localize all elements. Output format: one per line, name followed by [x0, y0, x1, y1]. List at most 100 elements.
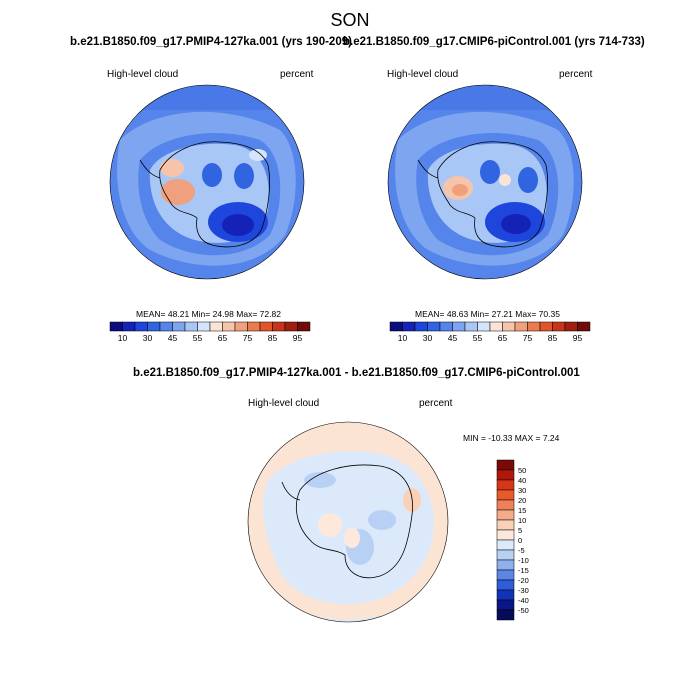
colorbar-tick-label: -5	[518, 546, 525, 555]
colorbar-swatch	[222, 321, 236, 332]
colorbar-swatch	[496, 519, 515, 531]
colorbar-tick-label: 40	[518, 476, 526, 485]
colorbar-swatch	[414, 321, 428, 332]
pale-spot	[249, 149, 267, 161]
mean-value: 48.21	[167, 309, 190, 319]
stats-picontrol: MEAN= 48.63 Min= 27.21 Max= 70.35	[415, 309, 560, 319]
colorbar-swatch	[496, 459, 515, 471]
colorbar-tick-label: 45	[168, 333, 178, 343]
colorbar-swatch	[496, 559, 515, 571]
mean-value: 48.63	[446, 309, 469, 319]
colorbar-tick-label: 30	[143, 333, 153, 343]
colorbar-tick-label: 20	[518, 496, 526, 505]
colorbar-tick-label: 10	[518, 516, 526, 525]
colorbar-tick-label: 45	[448, 333, 458, 343]
colorbar-tick-label: -15	[518, 566, 529, 575]
colorbar-tick-label: -40	[518, 596, 529, 605]
colorbar-swatch	[496, 539, 515, 551]
colorbar-tick-label: 75	[243, 333, 253, 343]
left-label-picontrol: High-level cloud	[387, 69, 459, 80]
min-value: 24.98	[212, 309, 234, 319]
units-label-difference: percent	[419, 398, 453, 409]
colorbar-tick-label: 55	[473, 333, 483, 343]
cold-core-2	[222, 214, 254, 236]
min-value: 27.21	[491, 309, 513, 319]
colorbar-swatch	[197, 321, 211, 332]
min-label: Min=	[191, 309, 211, 319]
polar-map-pmip4	[110, 85, 304, 279]
colorbar-swatch	[172, 321, 186, 332]
neg-patch-3	[304, 472, 336, 488]
colorbar-swatch	[147, 321, 161, 332]
warm-patch	[161, 179, 195, 205]
colorbar-swatch	[514, 321, 528, 332]
mean-label: MEAN=	[415, 309, 445, 319]
colorbar-swatch	[527, 321, 541, 332]
colorbar-swatch	[477, 321, 491, 332]
colorbar-tick-label: -20	[518, 576, 529, 585]
units-label-pmip4: percent	[280, 69, 314, 80]
negative-region	[263, 451, 434, 605]
cold-spot-1	[480, 160, 500, 184]
max-value: 70.35	[538, 309, 560, 319]
colorbar-swatch	[284, 321, 298, 332]
colorbar-tick-label: 30	[423, 333, 433, 343]
peninsula	[281, 481, 301, 501]
colorbar-tick-label: 95	[293, 333, 303, 343]
pos-patch-1	[344, 528, 360, 548]
max-label: Max=	[236, 309, 258, 319]
colorbar-tick-label: 50	[518, 466, 526, 475]
polar-map-picontrol	[388, 85, 582, 279]
colorbar-swatch	[464, 321, 478, 332]
cold-spot-2	[518, 167, 538, 193]
colorbar-swatch	[496, 469, 515, 481]
colorbar-tick-label: 30	[518, 486, 526, 495]
colorbar-swatch	[184, 321, 198, 332]
max-value: 72.82	[259, 309, 281, 319]
panel-title-difference: b.e21.B1850.f09_g17.PMIP4-127ka.001 - b.…	[133, 367, 580, 379]
colorbar-tick-label: 95	[573, 333, 583, 343]
coastline	[296, 464, 413, 579]
stats-pmip4: MEAN= 48.21 Min= 24.98 Max= 72.82	[136, 309, 281, 319]
colorbar-swatch	[496, 479, 515, 491]
colorbar-tick-label: 65	[498, 333, 508, 343]
map-border-picontrol	[387, 84, 583, 280]
colorbar-swatch	[539, 321, 553, 332]
cold-spot-2	[234, 163, 254, 189]
left-label-difference: High-level cloud	[248, 398, 320, 409]
panel-title-pmip4: b.e21.B1850.f09_g17.PMIP4-127ka.001 (yrs…	[70, 36, 352, 48]
colorbar-swatch	[496, 529, 515, 541]
colorbar-swatch	[502, 321, 516, 332]
colorbar-tick-label: 75	[523, 333, 533, 343]
colorbar-swatch	[552, 321, 566, 332]
map-border-difference	[247, 421, 449, 623]
colorbar-tick-label: 0	[518, 536, 522, 545]
warm-patch-core	[452, 184, 468, 196]
colorbar-tick-label: 5	[518, 526, 522, 535]
colorbar-swatch	[247, 321, 261, 332]
pale-spot	[499, 174, 511, 186]
colorbar-tick-label: -10	[518, 556, 529, 565]
colorbar-pmip4: 10 30 45 55 65 75 85 95	[109, 321, 311, 343]
colorbar-swatch	[234, 321, 248, 332]
left-label-pmip4: High-level cloud	[107, 69, 179, 80]
colorbar-swatch	[427, 321, 441, 332]
colorbar-swatch	[496, 549, 515, 561]
colorbar-swatch	[577, 321, 591, 332]
colorbar-swatch	[402, 321, 416, 332]
colorbar-tick-label: 55	[193, 333, 203, 343]
colorbar-swatch	[496, 489, 515, 501]
colorbar-tick-label: -30	[518, 586, 529, 595]
colorbar-swatch	[272, 321, 286, 332]
min-label: Min=	[470, 309, 490, 319]
figure-title: SON	[330, 10, 370, 30]
colorbar-swatch	[496, 609, 515, 621]
colorbar-swatch	[159, 321, 173, 332]
map-border-pmip4	[109, 84, 305, 280]
peninsula	[139, 159, 161, 179]
colorbar-tick-label: -50	[518, 606, 529, 615]
panel-title-picontrol: b.e21.B1850.f09_g17.CMIP6-piControl.001 …	[343, 36, 645, 48]
units-label-picontrol: percent	[559, 69, 593, 80]
